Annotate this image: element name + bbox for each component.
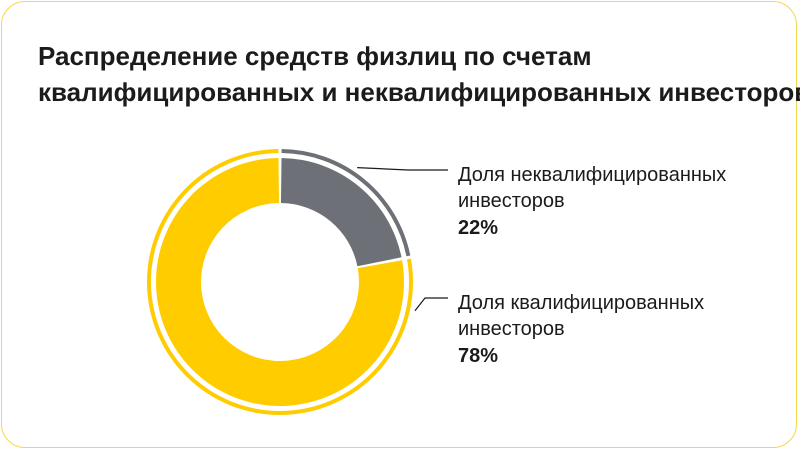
donut-slice-0 xyxy=(280,158,402,267)
label-qualified-line-1: Доля квалифицированных xyxy=(458,292,705,314)
label-qualified-line-2: инвесторов xyxy=(458,318,565,340)
chart-title-line-2: квалифицированных и неквалифицированных … xyxy=(38,77,800,107)
label-non-qualified-value: 22% xyxy=(458,217,499,239)
chart-title-line-1: Распределение средств физлиц по счетам xyxy=(38,41,592,71)
outer-ring-arc-0 xyxy=(281,149,411,257)
label-qualified: Доля квалифицированных инвесторов 78% xyxy=(458,290,704,370)
donut-slices xyxy=(155,158,405,406)
label-non-qualified-line-2: инвесторов xyxy=(458,190,565,212)
label-non-qualified-line-1: Доля неквалифицированных xyxy=(458,164,727,186)
leader-line-1 xyxy=(414,297,448,312)
donut-outer-ring xyxy=(147,149,413,415)
leader-line-0 xyxy=(357,166,448,171)
chart-title: Распределение средств физлиц по счетам к… xyxy=(38,38,800,110)
donut-slice-1 xyxy=(155,158,405,406)
label-qualified-value: 78% xyxy=(458,345,499,367)
label-non-qualified: Доля неквалифицированных инвесторов 22% xyxy=(458,162,726,242)
leader-lines xyxy=(357,166,448,312)
outer-ring-arc-1 xyxy=(147,149,413,415)
